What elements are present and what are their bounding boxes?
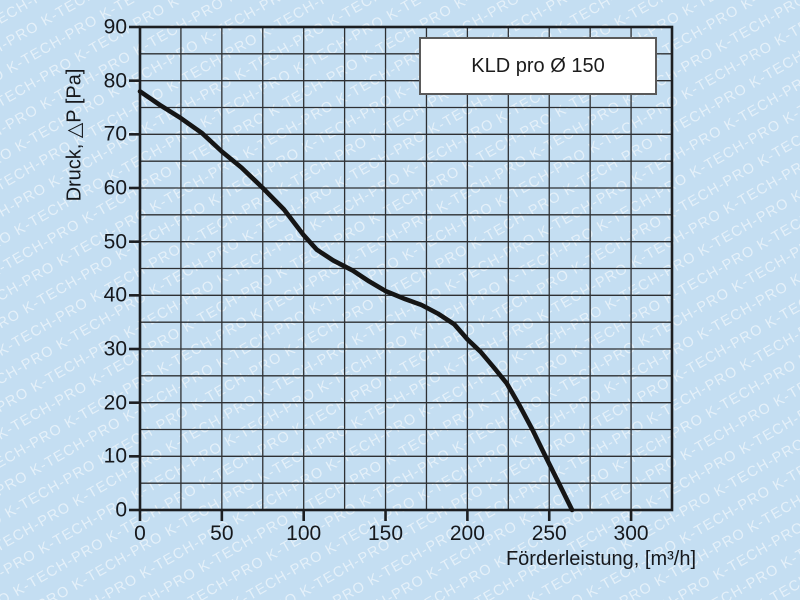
legend-box: KLD pro Ø 150	[419, 37, 657, 95]
x-tick-label: 0	[134, 522, 146, 545]
y-axis-title: Druck, △P [Pa]	[63, 68, 86, 202]
y-tick-label: 80	[103, 69, 127, 93]
x-tick-label: 150	[368, 522, 404, 545]
x-tick-label: 50	[210, 522, 234, 545]
x-tick-label: 250	[531, 522, 567, 545]
y-tick-label: 60	[103, 176, 127, 200]
plot-border	[138, 25, 674, 512]
legend-label: KLD pro Ø 150	[471, 54, 605, 77]
y-tick-label: 40	[103, 283, 127, 307]
y-tick-label: 10	[103, 444, 127, 468]
y-tick-label: 70	[103, 122, 127, 146]
x-tick-label: 300	[613, 522, 649, 545]
y-tick-label: 50	[103, 230, 127, 254]
x-tick-label: 100	[286, 522, 322, 545]
y-tick-label: 30	[103, 337, 127, 361]
performance-curve	[137, 89, 575, 513]
x-tick-label: 200	[449, 522, 485, 545]
x-axis-title: Förderleistung, [m³/h]	[505, 548, 697, 570]
y-tick-label: 20	[103, 391, 127, 415]
y-tick-label: 0	[115, 498, 127, 522]
y-tick-label: 90	[103, 15, 127, 39]
